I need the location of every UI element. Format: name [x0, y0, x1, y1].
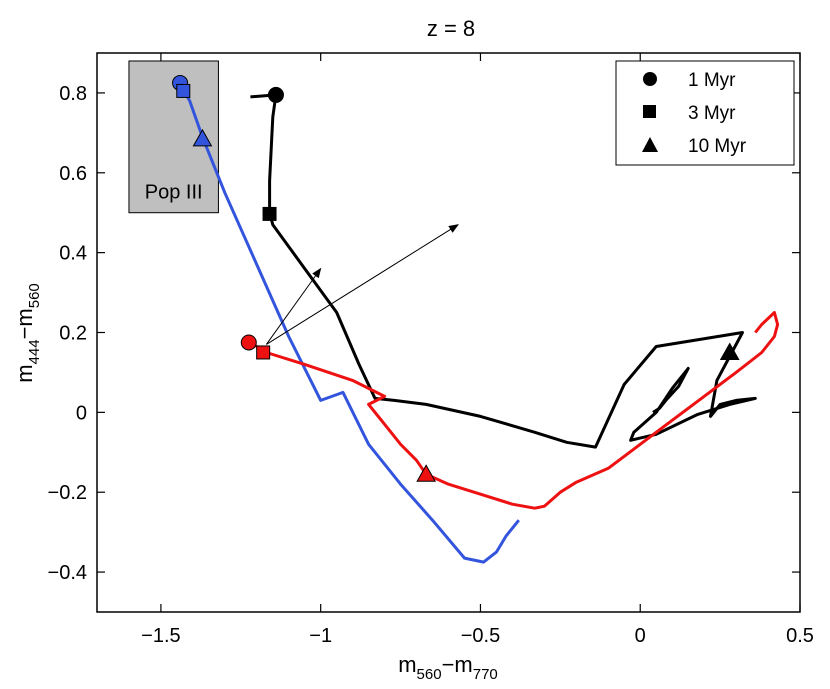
legend-square-marker: [643, 105, 656, 118]
y-tick-label: −0.2: [48, 482, 87, 504]
x-tick-label: 0.5: [786, 625, 814, 647]
series-line-2: [249, 311, 780, 510]
y-tick-label: −0.4: [48, 562, 87, 584]
legend-triangle-marker: [642, 137, 658, 152]
series-2-triangle-marker: [416, 464, 436, 482]
reddening-arrow-0: [265, 267, 322, 345]
x-tick-label: −1.5: [141, 625, 180, 647]
series-1-square-marker: [176, 83, 191, 98]
series-0-triangle-marker: [719, 342, 740, 360]
y-tick-label: 0.8: [59, 83, 87, 105]
x-tick-label: 0: [635, 625, 646, 647]
plot-area: Pop III: [128, 60, 780, 564]
chart-title: z = 8: [427, 16, 475, 41]
y-axis-label: m444−m560: [12, 283, 43, 383]
legend-label-1myr: 1 Myr: [688, 70, 736, 91]
series-2-circle-marker: [240, 334, 257, 351]
legend-circle-marker: [643, 72, 657, 86]
series-line-1: [178, 84, 520, 564]
series-line-0: [250, 93, 757, 449]
axis-ticks: −1.5 −1 −0.5 0 0.5 −0.4 −0.2 0 0.2 0.4 0.6 0.8: [48, 53, 814, 647]
x-axis-label: m560−m770: [398, 652, 498, 683]
pop-iii-label: Pop III: [145, 182, 203, 204]
y-tick-label: 0: [76, 402, 87, 424]
series-1-triangle-marker: [192, 128, 213, 147]
y-tick-label: 0.6: [59, 163, 87, 185]
reddening-arrow-1: [266, 224, 459, 345]
legend-label-3myr: 3 Myr: [688, 103, 736, 124]
series-2-square-marker: [256, 345, 271, 360]
y-tick-label: 0.4: [59, 243, 87, 265]
legend-label-10myr: 10 Myr: [688, 136, 747, 157]
x-tick-label: −0.5: [461, 625, 500, 647]
x-tick-label: −1: [309, 625, 332, 647]
series-0-circle-marker: [267, 86, 284, 103]
legend: 1 Myr 3 Myr 10 Myr: [615, 60, 795, 166]
series-0-square-marker: [262, 206, 277, 221]
y-tick-label: 0.2: [59, 323, 87, 345]
